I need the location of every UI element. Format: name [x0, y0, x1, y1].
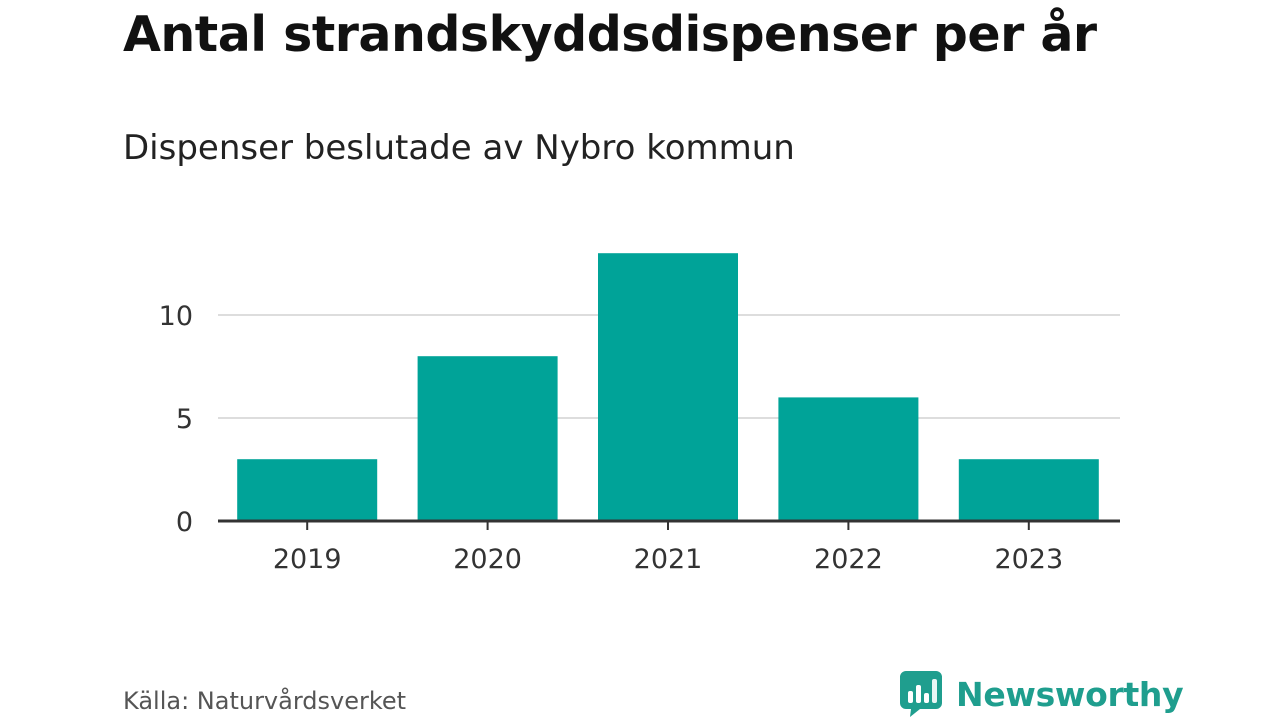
bar-2022	[778, 397, 919, 521]
x-tick-label-2020: 2020	[453, 544, 522, 575]
newsworthy-logo-icon	[900, 671, 942, 717]
y-tick-label-0: 0	[176, 507, 193, 538]
x-tick-label-2023: 2023	[994, 544, 1063, 575]
y-tick-label-10: 10	[159, 301, 193, 332]
bar-2020	[417, 356, 558, 521]
brand-name: Newsworthy	[956, 674, 1184, 714]
bar-2021	[598, 253, 738, 521]
x-tick-label-2022: 2022	[814, 544, 883, 575]
chart-title: Antal strandskyddsdispenser per år	[123, 6, 1097, 63]
bar-2023	[958, 459, 1099, 521]
x-tick-label-2021: 2021	[634, 544, 703, 575]
chart-subtitle: Dispenser beslutade av Nybro kommun	[123, 128, 795, 168]
x-tick-label-2019: 2019	[273, 544, 342, 575]
source-note: Källa: Naturvårdsverket	[123, 687, 407, 715]
brand-logo: Newsworthy	[900, 671, 1184, 717]
y-tick-label-5: 5	[176, 404, 193, 435]
bar-2019	[237, 459, 378, 521]
